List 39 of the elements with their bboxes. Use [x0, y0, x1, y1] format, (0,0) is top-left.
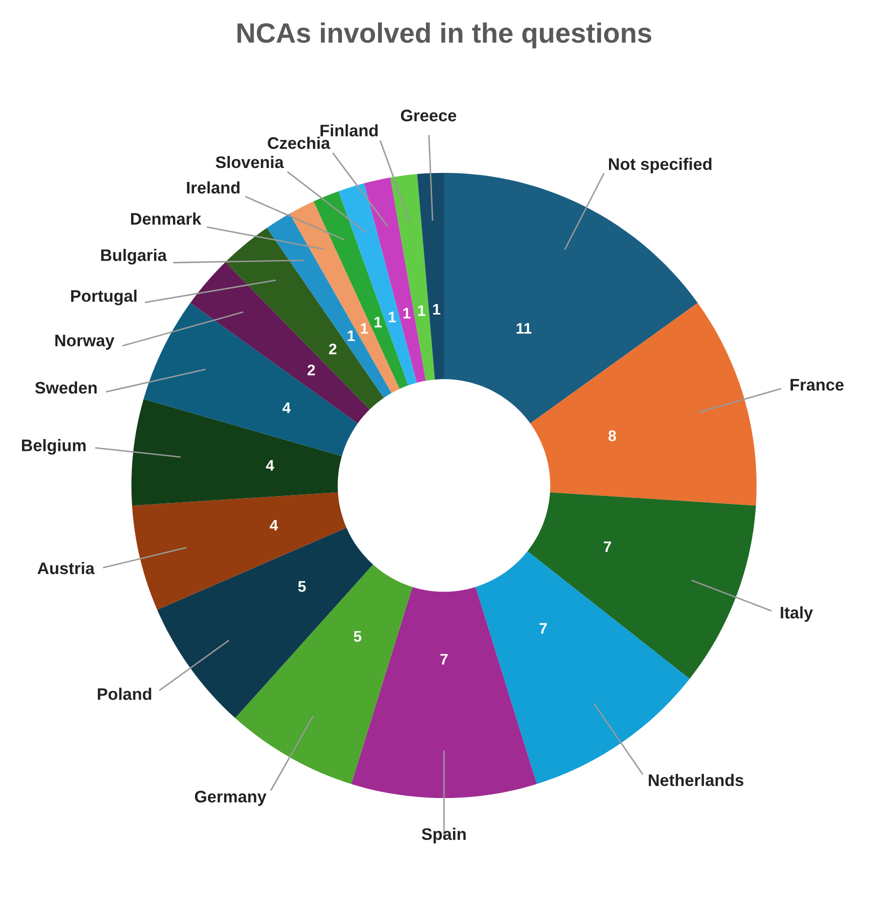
slice-label: Not specified: [608, 158, 712, 174]
slice-label: Norway: [55, 334, 114, 350]
slice-label: Slovenia: [216, 156, 284, 168]
slice-label: Netherlands: [648, 774, 744, 786]
slice-label: Belgium: [22, 439, 86, 455]
chart-title: NCAs involved in the questions: [238, 22, 652, 48]
slice-label: Germany: [194, 790, 266, 806]
slice-label: Portugal: [71, 290, 136, 306]
slice-label: Denmark: [131, 212, 202, 225]
data-label: 1: [388, 312, 396, 322]
data-label: 11: [516, 323, 532, 334]
slice-label: Poland: [98, 688, 152, 700]
slice-label: Finland: [320, 124, 378, 136]
data-label: 1: [433, 304, 440, 315]
data-label: 7: [540, 623, 547, 634]
slice-label: Spain: [422, 828, 466, 844]
slice-label: Austria: [38, 562, 95, 574]
slice-label: Italy: [780, 606, 813, 622]
slice-label: Bulgaria: [101, 248, 167, 264]
data-label: 2: [329, 344, 336, 354]
data-label: 7: [604, 542, 612, 552]
data-label: 1: [374, 316, 382, 328]
data-label: 4: [270, 520, 278, 530]
slice-label: Ireland: [187, 181, 240, 194]
data-label: 1: [418, 305, 426, 316]
data-label: 4: [282, 402, 291, 413]
data-label: 2: [308, 364, 315, 376]
data-label: 1: [403, 308, 410, 318]
data-label: 5: [298, 581, 306, 592]
data-label: 1: [348, 330, 355, 342]
slice-label: France: [790, 379, 844, 391]
data-label: 5: [354, 631, 362, 642]
slice-label: Sweden: [35, 381, 97, 394]
data-label: 8: [608, 430, 616, 442]
slice-label: Greece: [400, 110, 456, 122]
data-label: 4: [266, 460, 274, 471]
data-label: 7: [440, 654, 448, 664]
slice-label: Czechia: [268, 136, 330, 149]
data-label: 1: [360, 323, 368, 334]
